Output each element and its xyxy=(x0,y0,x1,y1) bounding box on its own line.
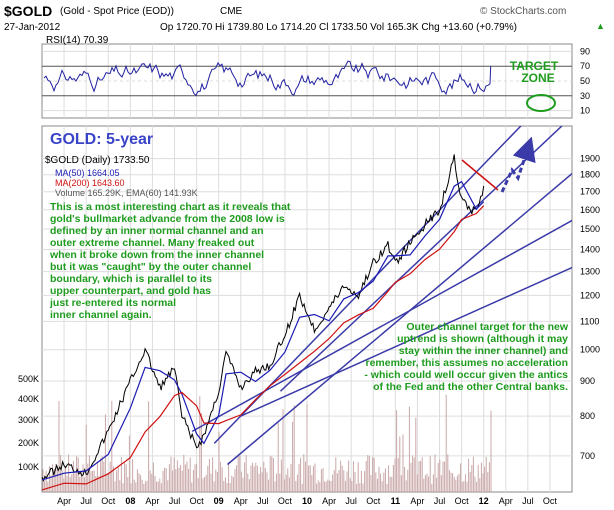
x-tick-label: Oct xyxy=(190,496,205,506)
rsi-line xyxy=(43,60,492,97)
projection-arrow-icon xyxy=(500,136,536,193)
symbol: $GOLD xyxy=(4,3,53,19)
rsi-label: RSI(14) 70.39 xyxy=(46,35,109,46)
note-right-line: - which could well occur given the antic… xyxy=(364,369,568,381)
x-tick-label: Oct xyxy=(543,496,558,506)
note-left-line: just re-entered its normal xyxy=(49,297,176,309)
note-left-line: gold's bullmarket advance from the 2008 … xyxy=(50,213,285,225)
x-tick-label: Jul xyxy=(522,496,534,506)
target-zone-ellipse xyxy=(526,94,556,112)
x-tick-label: Apr xyxy=(234,496,248,506)
note-left-line: defined by an inner normal channel and a… xyxy=(50,225,264,237)
date-label: 27-Jan-2012 xyxy=(4,22,61,33)
x-tick-label: Apr xyxy=(145,496,159,506)
x-tick-label: Jul xyxy=(345,496,357,506)
target-label: TARGET xyxy=(510,59,559,73)
x-tick-label: Jul xyxy=(80,496,92,506)
price-tick-label: 1300 xyxy=(580,267,600,277)
exchange: CME xyxy=(220,6,243,17)
note-left-line: outer extreme channel. Many freaked out xyxy=(50,237,255,249)
note-right-line: of the Fed and the other Central banks. xyxy=(373,381,568,393)
note-right-line: remember, this assumes no acceleration xyxy=(365,357,568,369)
price-tick-label: 1100 xyxy=(580,316,599,326)
price-tick-label: 1400 xyxy=(580,245,600,255)
price-tick-label: 1600 xyxy=(580,205,600,215)
rsi-tick-label: 90 xyxy=(580,46,590,56)
x-tick-label: Oct xyxy=(101,496,116,506)
falling-trendline xyxy=(461,159,499,191)
note-right-line: uptrend is shown (although it may xyxy=(397,333,568,345)
price-series xyxy=(41,154,485,491)
channel-line xyxy=(240,266,572,417)
rsi-tick-label: 30 xyxy=(580,91,590,101)
price-tick-label: 900 xyxy=(580,376,595,386)
price-tick-label: 1700 xyxy=(580,187,600,197)
x-tick-label: 09 xyxy=(214,496,224,506)
zone-label: ZONE xyxy=(521,71,554,85)
axes: Apr Jul Oct 08 Apr Jul Oct 09 Apr Jul Oct 10 Apr Jul O… xyxy=(18,46,600,506)
channel-line xyxy=(279,126,563,392)
volume-tick-label: 100K xyxy=(18,462,39,472)
legend-price: $GOLD (Daily) 1733.50 xyxy=(45,155,150,166)
volume-tick-label: 500K xyxy=(18,374,39,384)
price-tick-label: 700 xyxy=(580,451,595,461)
quote-line: Op 1720.70 Hi 1739.80 Lo 1714.20 Cl 1733… xyxy=(160,22,517,33)
price-tick-label: 1000 xyxy=(580,345,600,355)
volume-tick-label: 400K xyxy=(18,394,39,404)
note-right-line: Outer channel target for the new xyxy=(406,321,568,333)
x-tick-label: Oct xyxy=(455,496,470,506)
legend-volume: Volume 165.29K, EMA(60) 141.93K xyxy=(55,188,198,198)
x-tick-label: Jul xyxy=(257,496,269,506)
channel-line xyxy=(227,172,572,466)
x-tick-label: 11 xyxy=(391,496,401,506)
ma200-line xyxy=(41,205,485,491)
x-tick-label: Oct xyxy=(366,496,381,506)
price-tick-label: 1500 xyxy=(580,224,600,234)
note-left-line: but it was "caught" by the outer channel xyxy=(50,261,251,273)
rsi-tick-label: 10 xyxy=(580,106,590,116)
price-tick-label: 800 xyxy=(580,411,595,421)
x-tick-label: Jul xyxy=(169,496,181,506)
volume-bars xyxy=(42,394,492,492)
x-tick-label: 12 xyxy=(479,496,489,506)
note-left-line: inner channel again. xyxy=(50,309,152,321)
x-tick-label: 08 xyxy=(125,496,135,506)
price-tick-label: 1900 xyxy=(580,154,600,164)
note-left-line: upper counterpart, and gold has xyxy=(50,285,211,297)
x-tick-label: Oct xyxy=(278,496,293,506)
price-line xyxy=(41,154,485,482)
price-tick-label: 1800 xyxy=(580,170,600,180)
x-tick-label: 10 xyxy=(302,496,312,506)
note-right-line: stay within the inner channel) and xyxy=(399,345,568,357)
channel-line xyxy=(191,219,572,433)
up-arrow-icon: ▲ xyxy=(596,21,605,31)
note-left-line: when it broke down from the inner channe… xyxy=(49,249,264,261)
channel-lines xyxy=(191,126,572,466)
legend-ma200: MA(200) 1643.60 xyxy=(55,178,125,188)
instrument-name: (Gold - Spot Price (EOD)) xyxy=(60,6,174,17)
rsi-tick-label: 50 xyxy=(580,76,590,86)
price-tick-label: 1200 xyxy=(580,290,600,300)
panel-title: GOLD: 5-year xyxy=(50,131,153,148)
x-tick-label: Apr xyxy=(410,496,424,506)
rsi-tick-label: 70 xyxy=(580,61,590,71)
ma50-line xyxy=(41,180,485,481)
x-tick-label: Apr xyxy=(322,496,336,506)
x-tick-label: Jul xyxy=(434,496,446,506)
rsi-panel xyxy=(42,50,572,112)
note-left-line: This is a most interesting chart as it r… xyxy=(50,201,291,213)
volume-tick-label: 300K xyxy=(18,415,39,425)
channel-line xyxy=(213,126,522,444)
note-left-line: boundary, which is parallel to its xyxy=(50,273,212,285)
legend-ma50: MA(50) 1664.05 xyxy=(55,168,120,178)
x-tick-label: Apr xyxy=(499,496,513,506)
source-credit: © StockCharts.com xyxy=(480,6,567,17)
volume-tick-label: 200K xyxy=(18,438,39,448)
x-tick-label: Apr xyxy=(57,496,71,506)
